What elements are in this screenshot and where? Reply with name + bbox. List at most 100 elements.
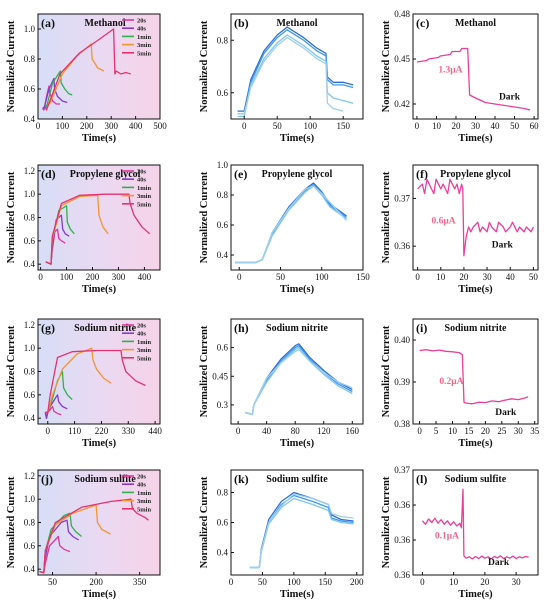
x-tick-label: 30 xyxy=(483,272,493,282)
x-tick-label: 0 xyxy=(417,426,422,436)
y-tick-label: 1.2 xyxy=(24,166,35,176)
panel-label: (l) xyxy=(416,472,427,486)
plot-area xyxy=(413,14,538,119)
y-tick-label: 0.4 xyxy=(217,250,229,260)
y-tick-label: 1.0 xyxy=(24,343,36,353)
series-group xyxy=(237,26,354,118)
legend-label: 5min xyxy=(137,355,151,362)
x-tick-label: 15 xyxy=(464,426,474,436)
panel-label: (e) xyxy=(234,167,247,181)
series-line xyxy=(237,34,354,118)
legend-label: 5min xyxy=(137,506,151,513)
plot-area xyxy=(231,14,363,119)
plot-frame xyxy=(412,164,539,271)
y-tick-label: 0.6 xyxy=(217,343,229,353)
x-axis-label: Time(s) xyxy=(82,133,117,144)
plot-frame xyxy=(412,318,539,425)
panel-label: (c) xyxy=(416,16,429,30)
y-tick-label: 0.45 xyxy=(394,54,410,64)
legend-label: 1min xyxy=(137,339,151,346)
x-tick-label: 0 xyxy=(229,577,234,587)
x-tick-label: 50 xyxy=(510,121,520,131)
chart-panel: 0 10 20 30 40 50 0.36 0.37 Time(s) Normalized Cur… xyxy=(381,164,539,295)
plot-frame xyxy=(230,318,364,425)
y-tick-label: 1.0 xyxy=(217,160,229,170)
y-axis-label: Normalized Current xyxy=(199,171,210,263)
x-tick-label: 0 xyxy=(36,121,41,131)
legend-label: 1min xyxy=(137,185,151,192)
chart-panel: 0 5 10 15 20 25 30 35 0.38 0.39 0.40 Time(s) Normali… xyxy=(381,318,540,449)
x-axis-label: Time(s) xyxy=(280,438,315,449)
x-tick-label: 50 xyxy=(276,272,286,282)
annotation-label: Dark xyxy=(492,241,514,251)
plot-frame xyxy=(37,13,161,120)
x-tick-label: 500 xyxy=(153,121,167,131)
y-tick-label: 0.4 xyxy=(24,114,36,124)
series-line xyxy=(416,47,531,111)
series-line xyxy=(235,185,347,264)
y-axis-label: Normalized Current xyxy=(381,20,392,112)
legend-label: 40s xyxy=(137,482,147,489)
y-tick-label: 0.40 xyxy=(394,335,410,345)
y-tick-label: 0.8 xyxy=(217,190,229,200)
x-tick-label: 30 xyxy=(471,121,481,131)
panel-title: Sodium nitrite xyxy=(445,323,508,334)
x-tick-label: 200 xyxy=(80,121,94,131)
plot-area xyxy=(38,14,160,119)
plot-frame xyxy=(230,13,364,120)
x-tick-label: 400 xyxy=(138,272,152,282)
y-tick-label: 0.39 xyxy=(394,377,410,387)
y-tick-label: 0.37 xyxy=(394,193,410,203)
series-line xyxy=(39,498,149,574)
x-tick-label: 220 xyxy=(95,426,109,436)
plot-frame xyxy=(412,469,539,576)
x-tick-label: 300 xyxy=(104,121,118,131)
y-axis-label: Normalized Current xyxy=(381,476,392,568)
legend-label: 20s xyxy=(137,169,147,176)
y-tick-label: 0.36 xyxy=(394,241,410,251)
chart-panel: 0 50 100 150 0.6 0.8 Time(s) Normalized Current… xyxy=(199,13,364,144)
y-axis-label: Normalized Current xyxy=(6,20,17,112)
series-line xyxy=(44,394,68,419)
x-tick-label: 150 xyxy=(319,577,333,587)
annotation-label: 1.3μA xyxy=(438,66,462,76)
y-tick-label: 0.42 xyxy=(394,99,410,109)
x-tick-label: 100 xyxy=(60,272,74,282)
x-axis-label: Time(s) xyxy=(82,284,117,295)
x-tick-label: 35 xyxy=(530,426,540,436)
plot-area xyxy=(231,319,363,424)
x-tick-label: 10 xyxy=(448,426,458,436)
x-axis-label: Time(s) xyxy=(280,284,315,295)
y-axis-label: Normalized Current xyxy=(6,171,17,263)
legend-label: 20s xyxy=(137,323,147,330)
x-tick-label: 20 xyxy=(459,272,469,282)
panel-label: (b) xyxy=(234,16,249,30)
panel-title: Sodium nitrite xyxy=(266,323,329,334)
x-tick-label: 0 xyxy=(242,121,247,131)
x-tick-label: 10 xyxy=(432,121,442,131)
series-line xyxy=(249,493,354,569)
x-tick-label: 60 xyxy=(530,121,540,131)
y-tick-label: 0.6 xyxy=(217,518,229,528)
x-tick-label: 30 xyxy=(512,577,522,587)
y-tick-label: 0.36 xyxy=(394,500,410,510)
series-group xyxy=(45,193,151,265)
y-axis-label: Normalized Current xyxy=(6,476,17,568)
panel-label: (k) xyxy=(234,472,249,486)
x-tick-label: 40 xyxy=(262,426,272,436)
x-axis-label: Time(s) xyxy=(82,589,117,600)
x-axis-label: Time(s) xyxy=(82,438,117,449)
x-tick-label: 0 xyxy=(236,426,241,436)
chart-panel: 0 100 200 300 400 0.4 0.6 0.8 1.0 1.2 Time(s) Norma… xyxy=(6,164,161,295)
x-tick-label: 100 xyxy=(303,121,317,131)
x-tick-label: 50 xyxy=(48,577,58,587)
x-tick-label: 0 xyxy=(46,426,51,436)
y-tick-label: 0.38 xyxy=(394,419,410,429)
x-tick-label: 0 xyxy=(237,272,242,282)
x-tick-label: 10 xyxy=(449,577,459,587)
panel-title: Methanol xyxy=(85,18,126,29)
x-tick-label: 20 xyxy=(451,121,461,131)
y-tick-label: 0.45 xyxy=(212,371,228,381)
series-line xyxy=(42,77,68,110)
y-axis-label: Normalized Current xyxy=(199,20,210,112)
